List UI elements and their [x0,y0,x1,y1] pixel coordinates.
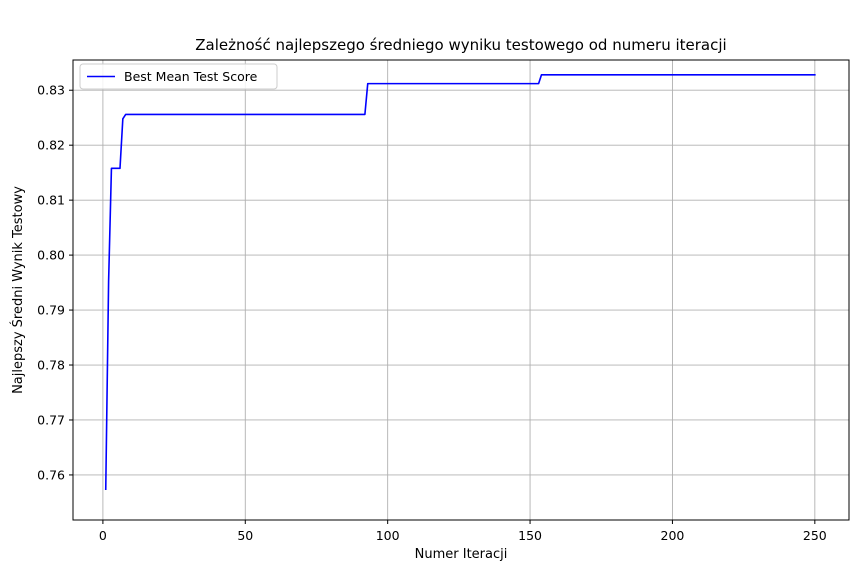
y-tick-label: 0.77 [37,412,65,427]
y-tick-label: 0.82 [37,138,65,153]
y-axis-ticks: 0.76 0.77 0.78 0.79 0.80 0.81 0.82 0.83 [37,83,73,482]
x-tick-label: 0 [99,528,107,543]
plot-frame [72,59,850,521]
y-axis-label: Najlepszy Średni Wynik Testowy [10,186,26,394]
x-axis-label: Numer Iteracji [415,547,508,561]
y-tick-label: 0.81 [37,193,65,208]
legend: Best Mean Test Score [79,63,278,90]
chart-title: Zależność najlepszego średniego wyniku t… [195,36,726,54]
y-tick-label: 0.79 [37,303,65,318]
y-tick-label: 0.83 [37,83,65,98]
legend-label: Best Mean Test Score [124,69,258,84]
y-tick-label: 0.80 [37,248,65,263]
x-tick-label: 100 [376,528,400,543]
legend-box [79,63,278,90]
y-tick-label: 0.76 [37,467,65,482]
x-tick-label: 50 [237,528,253,543]
plot-lines [104,74,816,491]
x-axis-ticks: 0 50 100 150 200 250 [99,520,827,543]
series-line-best-mean-test-score [104,74,816,491]
x-tick-label: 150 [518,528,542,543]
grid [73,60,849,520]
x-tick-label: 200 [661,528,685,543]
x-tick-label: 250 [803,528,827,543]
y-tick-label: 0.78 [37,358,65,373]
